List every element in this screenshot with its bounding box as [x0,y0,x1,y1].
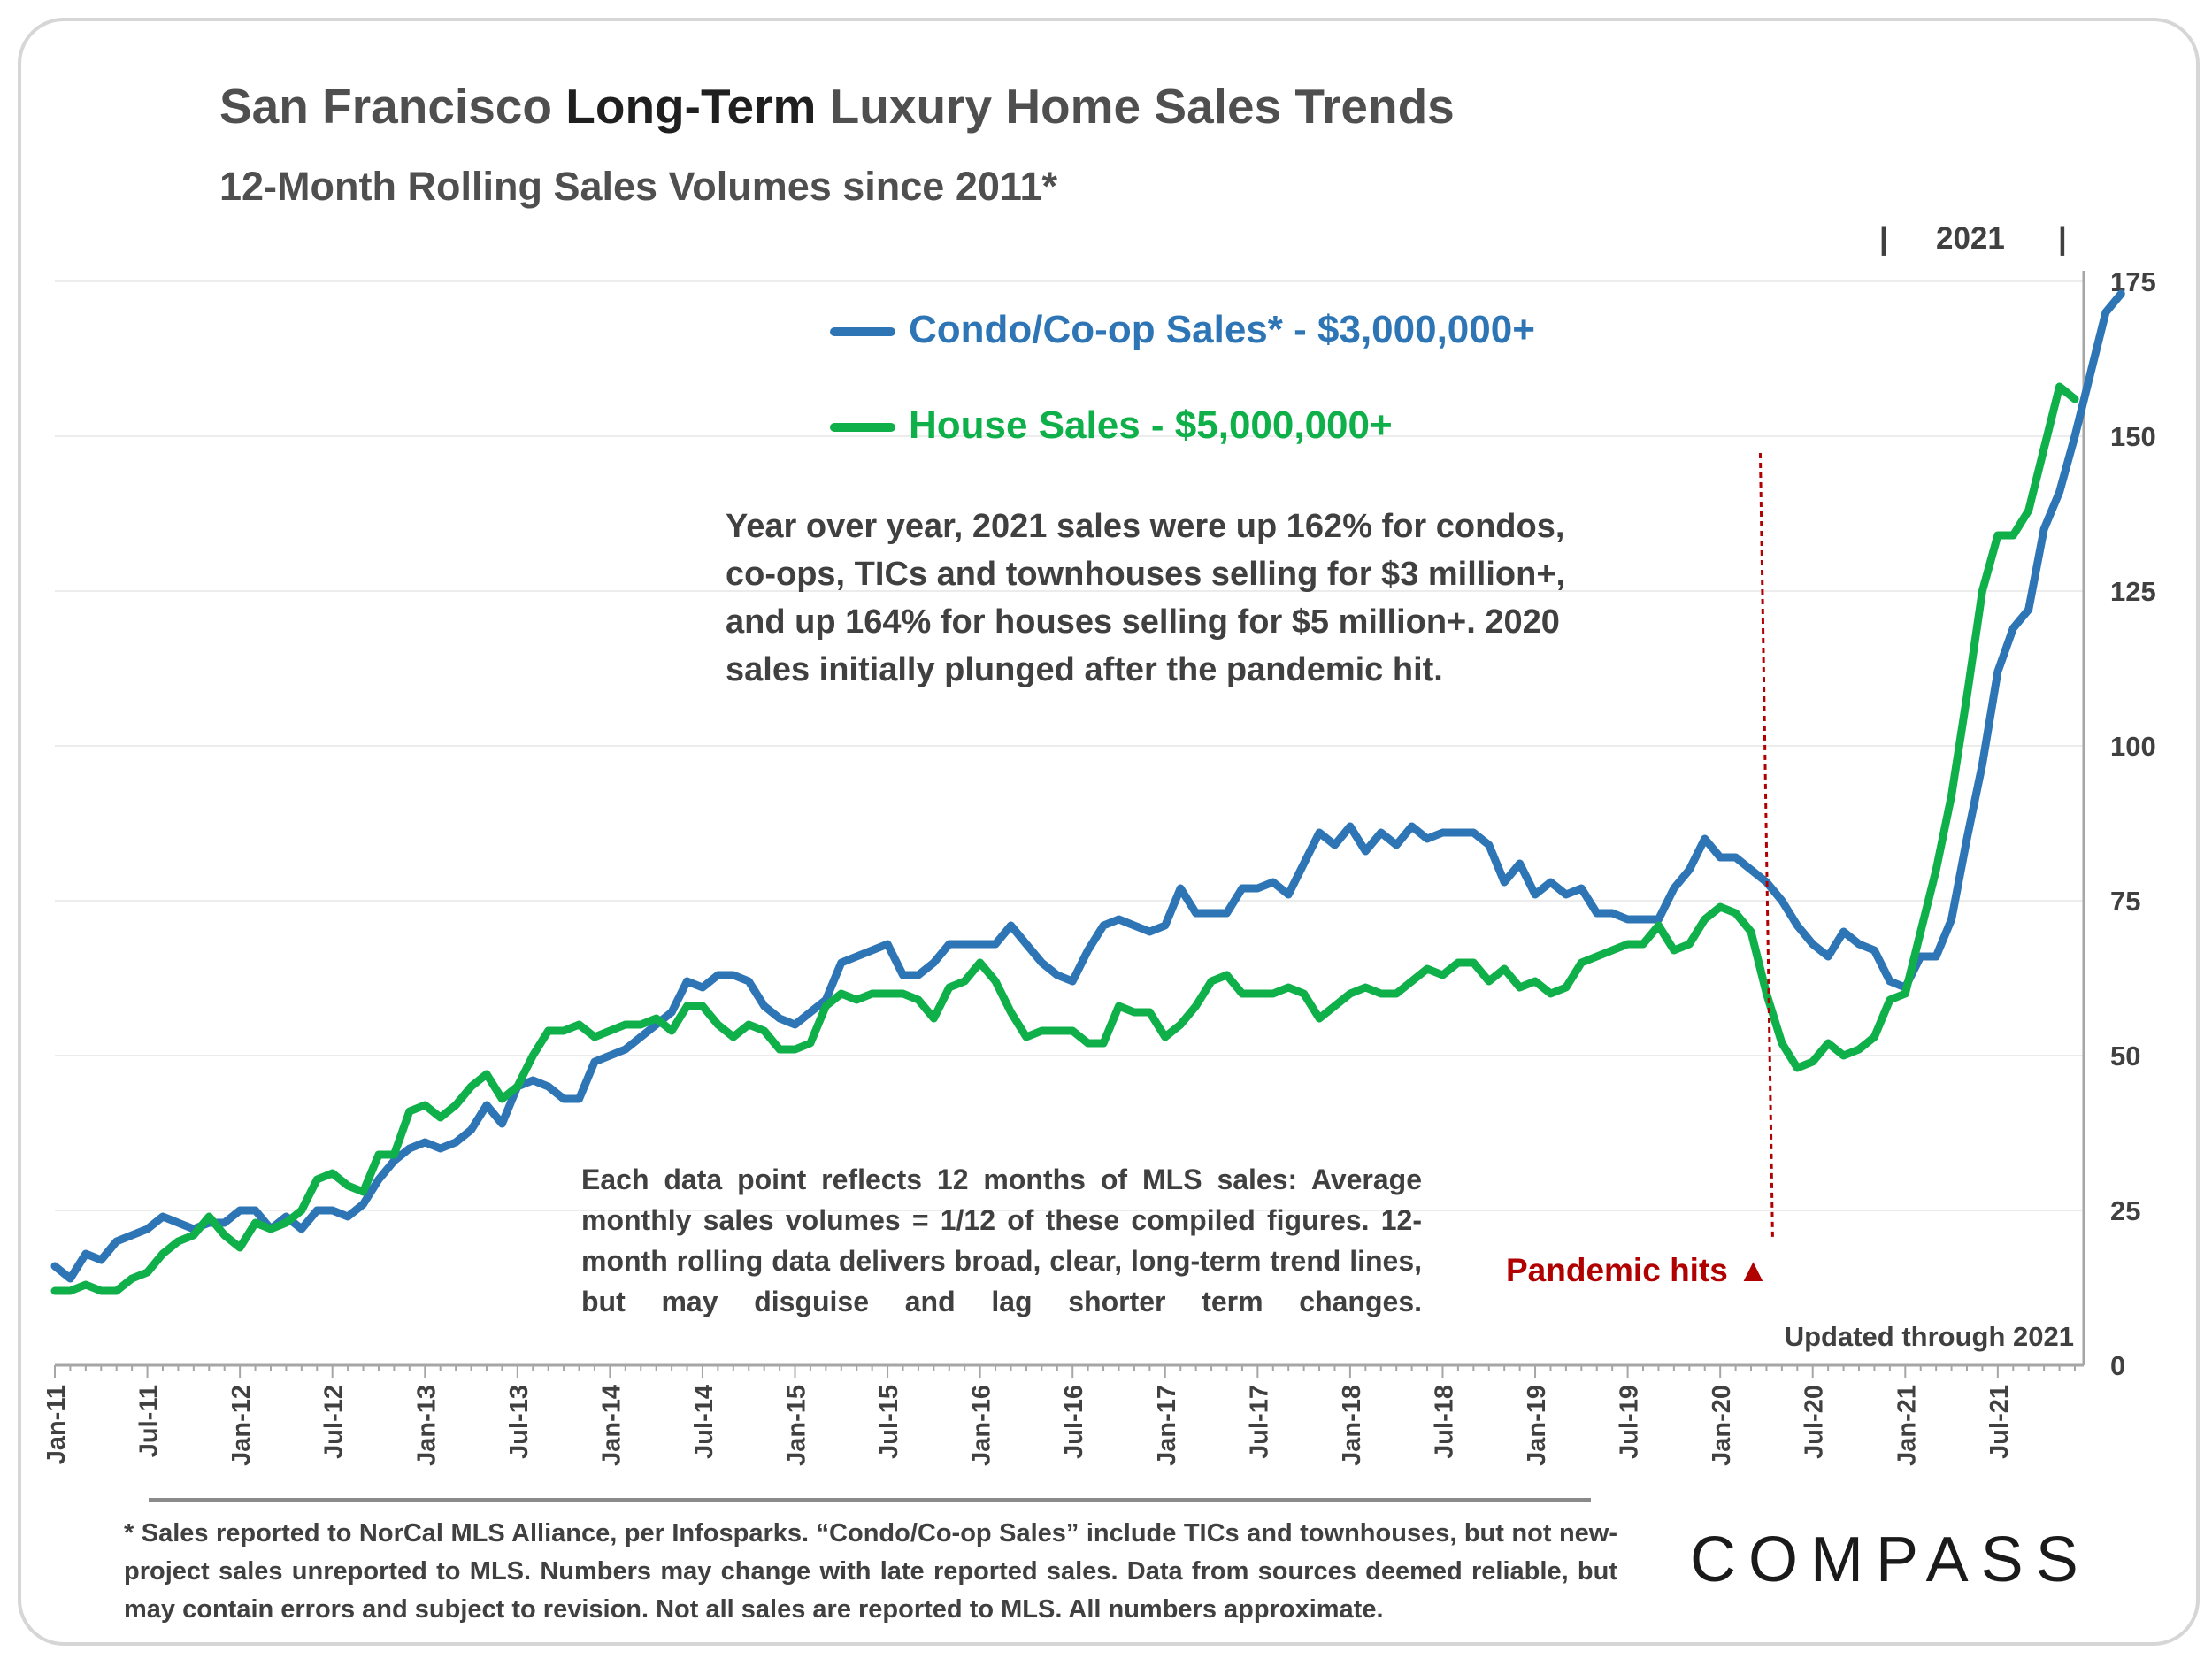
x-tick-label: Jan-20 [1708,1385,1736,1466]
legend-swatch-house [830,423,895,432]
x-tick-label: Jul-11 [135,1385,164,1457]
gridlines [55,280,2084,1211]
x-tick-label: Jan-15 [783,1385,811,1466]
y-tick-label: 150 [2110,421,2156,452]
legend-label-house: House Sales - $5,000,000+ [909,403,1393,447]
x-tick-label: Jan-13 [412,1385,441,1466]
x-tick-label: Jul-17 [1245,1385,1273,1459]
x-tick-label: Jan-12 [227,1385,256,1466]
chart-card [18,18,2200,1646]
x-tick-label: Jul-12 [320,1385,349,1459]
chart-subtitle: 12-Month Rolling Sales Volumes since 201… [219,164,1057,209]
pandemic-label: Pandemic hits ▲ [1506,1252,1770,1288]
year-label: 2021 [1936,221,2005,256]
year-bracket-left: | [1879,221,1888,256]
x-tick-label: Jul-18 [1430,1385,1458,1459]
annotation-yoy: Year over year, 2021 sales were up 162% … [726,508,1566,688]
x-tick-label: Jan-21 [1893,1385,1921,1466]
x-tick-label: Jan-16 [968,1385,996,1466]
series-lines [50,289,2125,1295]
pandemic-marker-line [1758,452,1774,1241]
x-tick-label: Jul-16 [1060,1385,1088,1459]
annotation-methodology: Each data point reflects 12 months of ML… [581,1164,1422,1317]
y-tick-label: 125 [2110,576,2156,607]
annotations [1758,452,1774,1241]
x-tick-label: Jul-20 [1801,1385,1829,1459]
x-tick-label: Jan-17 [1153,1385,1181,1466]
y-tick-label: 75 [2110,886,2140,917]
title-emphasis: Long-Term [565,79,817,134]
x-tick-label: Jul-14 [690,1385,718,1459]
y-tick-label: 25 [2110,1195,2140,1226]
series-line-condo [50,289,2125,1283]
x-tick-label: Jan-19 [1523,1385,1551,1466]
footnote-divider [149,1498,1591,1502]
legend-swatch-condo [830,327,895,336]
x-tick-label: Jan-14 [597,1385,626,1466]
y-tick-label: 100 [2110,731,2156,762]
legend-label-condo: Condo/Co-op Sales* - $3,000,000+ [909,308,1535,351]
series-line-house [50,382,2079,1295]
compass-logo: COMPASS [1690,1525,2091,1595]
x-tick-label: Jul-19 [1616,1385,1644,1459]
y-tick-label: 50 [2110,1041,2140,1071]
x-tick-label: Jul-21 [1985,1385,2014,1459]
footnote: * Sales reported to NorCal MLS Alliance,… [124,1519,1617,1624]
x-tick-label: Jul-13 [505,1385,534,1459]
x-tick-label: Jan-18 [1338,1385,1366,1466]
x-tick-label: Jan-11 [42,1385,71,1464]
year-bracket-right: | [2058,221,2067,256]
pandemic-marker-icon: ▲ [1737,1252,1770,1288]
y-tick-label: 0 [2110,1350,2125,1381]
updated-label: Updated through 2021 [1784,1321,2074,1352]
chart-title: San Francisco Long-Term Luxury Home Sale… [219,79,1455,134]
x-tick-label: Jul-15 [875,1385,903,1459]
